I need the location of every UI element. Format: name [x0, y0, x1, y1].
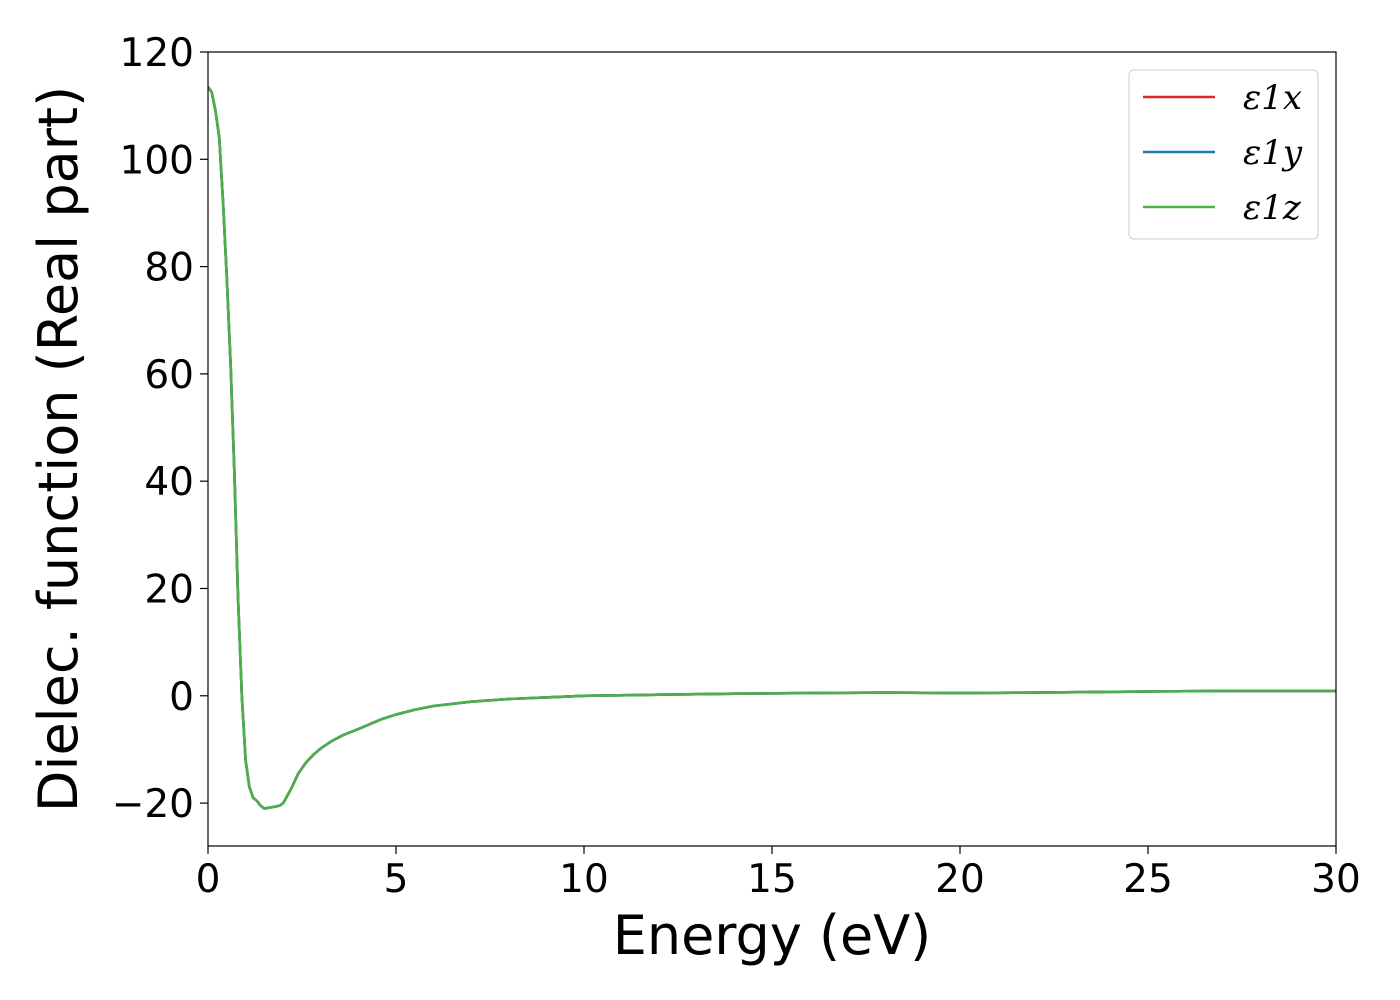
series-line-3 — [208, 86, 1336, 810]
y-tick-label: 60 — [144, 353, 194, 398]
legend-label-2: ε1y — [1243, 133, 1303, 173]
x-tick-label: 25 — [1123, 857, 1173, 902]
y-tick-label: 20 — [144, 567, 194, 612]
legend-label-1: ε1x — [1243, 78, 1302, 118]
x-tick-label: 10 — [559, 857, 609, 902]
x-axis-ticks: 0 5 10 15 20 25 30 — [196, 846, 1361, 902]
y-tick-label: 80 — [144, 246, 194, 291]
legend-label-3: ε1z — [1243, 188, 1302, 228]
x-tick-label: 5 — [384, 857, 409, 902]
legend-box — [1128, 69, 1319, 240]
x-tick-label: 15 — [747, 857, 797, 902]
y-tick-label: −20 — [112, 782, 194, 827]
x-tick-label: 30 — [1311, 857, 1361, 902]
x-tick-label: 0 — [196, 857, 221, 902]
y-axis-label: Dielec. function (Real part) — [27, 86, 90, 812]
y-tick-label: 40 — [144, 460, 194, 505]
x-axis-label: Energy (eV) — [613, 904, 932, 967]
series-layer — [208, 86, 1336, 810]
y-tick-label: 100 — [120, 138, 194, 183]
x-tick-label: 20 — [935, 857, 985, 902]
y-tick-label: 120 — [120, 31, 194, 76]
y-axis-ticks: −20 0 20 40 60 80 100 120 — [112, 31, 208, 827]
y-tick-label: 0 — [169, 675, 194, 720]
legend: ε1x ε1y ε1z — [1128, 69, 1319, 240]
